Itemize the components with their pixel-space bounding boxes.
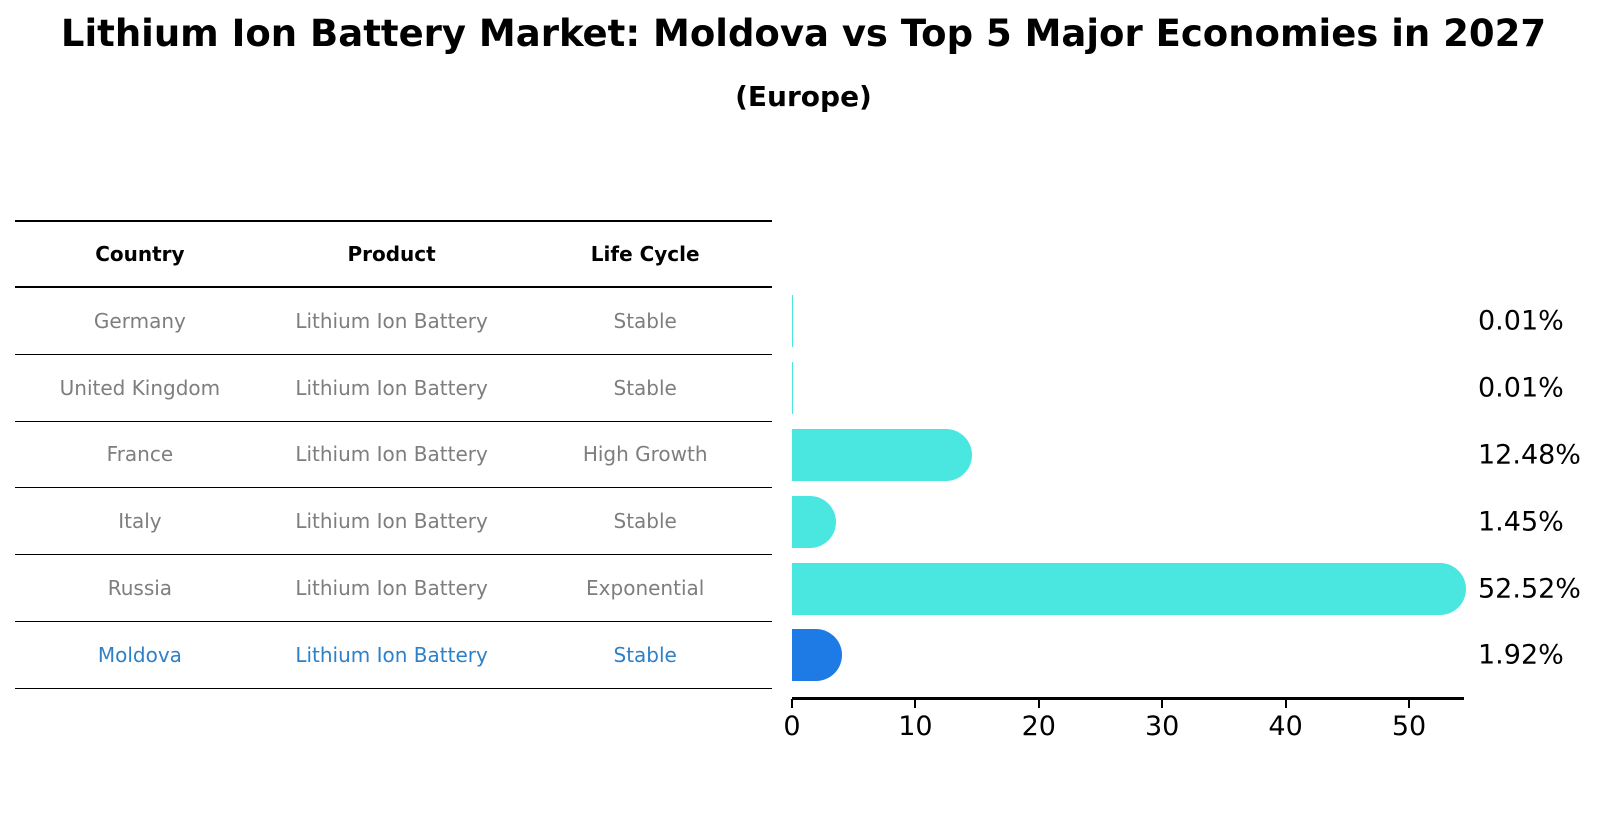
table-row: Germany Lithium Ion Battery Stable [15,288,772,355]
x-axis-tick-label: 50 [1391,711,1427,742]
table-row: United Kingdom Lithium Ion Battery Stable [15,355,772,422]
table-row: Moldova Lithium Ion Battery Stable [15,622,772,689]
cell-product: Lithium Ion Battery [295,509,488,534]
table-row: France Lithium Ion Battery High Growth [15,422,772,489]
bar-italy [792,495,836,548]
x-axis-line [792,697,1464,700]
x-axis-tick-label: 30 [1145,711,1180,742]
value-label: 52.52% [1478,573,1581,605]
bar-moldova [792,629,842,682]
cell-product: Lithium Ion Battery [295,308,488,333]
cell-product: Lithium Ion Battery [295,576,488,601]
value-label: 0.01% [1478,372,1564,404]
x-axis-tick-label: 0 [783,711,801,742]
x-axis-tick [1161,699,1164,708]
value-label: 1.45% [1478,506,1564,538]
cell-product: Lithium Ion Battery [295,442,488,467]
bar-chart: 0.01% 0.01% 12.48% 1.45% 52.52% 1.92% 0 10 20 30 4… [783,288,1607,758]
cell-lifecycle: High Growth [582,442,708,467]
cell-lifecycle: Stable [613,509,677,534]
cell-product: Lithium Ion Battery [295,375,488,400]
cell-lifecycle: Exponential [586,576,705,601]
cell-lifecycle: Stable [613,375,677,400]
cell-country: United Kingdom [59,375,221,400]
cell-product: Lithium Ion Battery [295,642,488,667]
x-axis-tick [914,699,917,708]
value-label: 12.48% [1478,439,1581,471]
x-axis-tick [1408,699,1410,708]
header-cell-country: Country [95,242,185,266]
page-title: Lithium Ion Battery Market: Moldova vs T… [60,12,1547,55]
cell-country: Moldova [97,642,182,667]
value-label: 0.01% [1478,305,1564,337]
table-row: Italy Lithium Ion Battery Stable [15,488,772,556]
x-axis-tick-label: 40 [1268,711,1303,742]
table-row: Russia Lithium Ion Battery Exponential [15,555,772,622]
cell-country: Italy [118,509,162,534]
bar-france [792,429,972,481]
cell-lifecycle: Stable [613,642,677,667]
data-table: Country Product Life Cycle Germany Lithium I… [15,220,772,689]
x-axis-tick [1284,699,1287,708]
x-axis-tick [791,699,793,708]
cell-country: Russia [107,576,173,601]
cell-country: France [106,442,174,467]
x-axis-tick-label: 20 [1021,711,1056,742]
bar-russia [792,562,1467,615]
table-header-row: Country Product Life Cycle [15,220,772,288]
value-label: 1.92% [1478,639,1564,671]
cell-country: Germany [93,308,186,333]
x-axis-tick [1037,699,1040,708]
header-cell-product: Product [347,242,436,266]
cell-lifecycle: Stable [613,308,677,333]
header-cell-lifecycle: Life Cycle [590,242,700,266]
x-axis-tick-label: 10 [898,711,933,742]
page-subtitle: (Europe) [735,80,872,113]
